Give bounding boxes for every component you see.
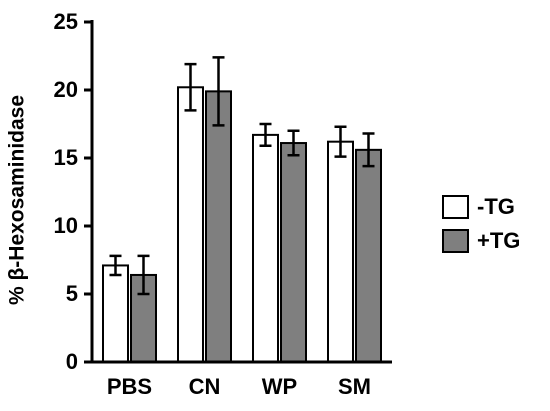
y-axis-label: % β-Hexosaminidase <box>6 95 29 305</box>
error-bar <box>137 254 150 296</box>
legend-label: -TG <box>477 194 515 219</box>
x-tick-label: WP <box>262 374 297 399</box>
y-tick-label: 0 <box>66 349 78 374</box>
error-bar <box>212 56 225 127</box>
legend-label: +TG <box>477 228 520 253</box>
bar <box>102 264 129 363</box>
y-tick-label: 20 <box>54 77 78 102</box>
error-bar <box>334 125 347 158</box>
bar <box>252 133 279 363</box>
bar <box>205 90 232 364</box>
error-bar <box>109 254 122 277</box>
error-bar <box>259 122 272 148</box>
y-tick-label: 15 <box>54 145 78 170</box>
y-tick-label: 25 <box>54 9 78 34</box>
bar <box>355 148 382 363</box>
error-bar <box>362 132 375 168</box>
bar <box>177 86 204 363</box>
legend-swatch <box>442 229 469 253</box>
legend-swatch <box>442 195 469 219</box>
bar <box>327 140 354 363</box>
x-tick-label: SM <box>338 374 371 399</box>
bar <box>280 142 307 363</box>
y-tick-label: 5 <box>66 281 78 306</box>
error-bar <box>287 129 300 157</box>
x-tick-label: CN <box>189 374 221 399</box>
error-bar <box>184 62 197 112</box>
x-tick-label: PBS <box>107 374 152 399</box>
y-tick-label: 10 <box>54 213 78 238</box>
